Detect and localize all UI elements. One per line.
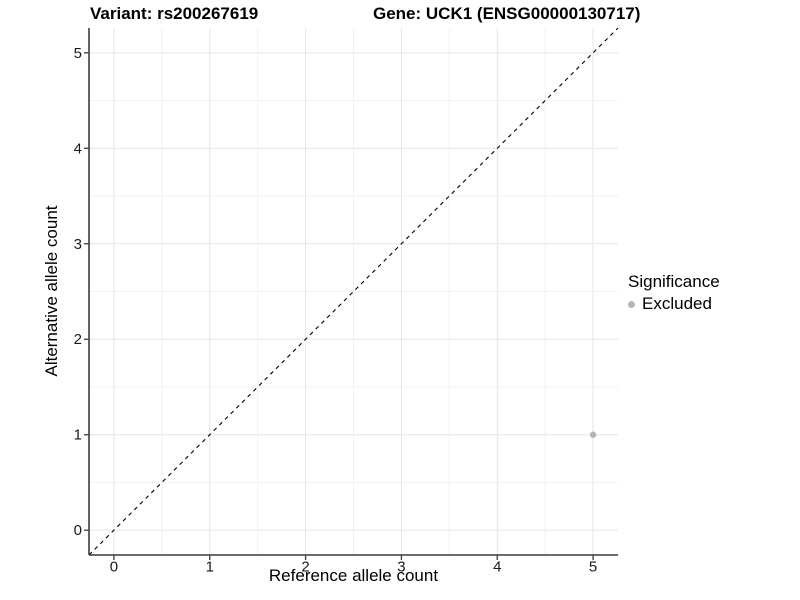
- y-tick-label: 2: [74, 331, 82, 348]
- x-tick-label: 2: [301, 559, 309, 576]
- y-tick-label: 1: [74, 427, 82, 444]
- x-tick-label: 1: [206, 559, 214, 576]
- legend-item-excluded: Excluded: [628, 294, 720, 314]
- y-tick-label: 0: [74, 522, 82, 539]
- plot-title-gene: Gene: UCK1 (ENSG00000130717): [373, 4, 641, 23]
- y-tick-label: 3: [74, 236, 82, 253]
- y-axis-title: Alternative allele count: [42, 205, 61, 377]
- x-tick-label: 0: [110, 559, 118, 576]
- x-tick-label: 4: [493, 559, 501, 576]
- x-tick-label: 5: [589, 559, 597, 576]
- y-tick-label: 4: [74, 140, 82, 157]
- data-point: [589, 431, 597, 438]
- legend-point-icon: [628, 300, 635, 308]
- y-tick-label: 5: [74, 45, 82, 62]
- plot-title-variant: Variant: rs200267619: [90, 4, 259, 23]
- x-axis-title: Reference allele count: [268, 566, 439, 585]
- legend-item-label: Excluded: [642, 294, 712, 313]
- legend: Significance Excluded: [628, 272, 720, 314]
- x-tick-label: 3: [397, 559, 405, 576]
- legend-title: Significance: [628, 272, 720, 291]
